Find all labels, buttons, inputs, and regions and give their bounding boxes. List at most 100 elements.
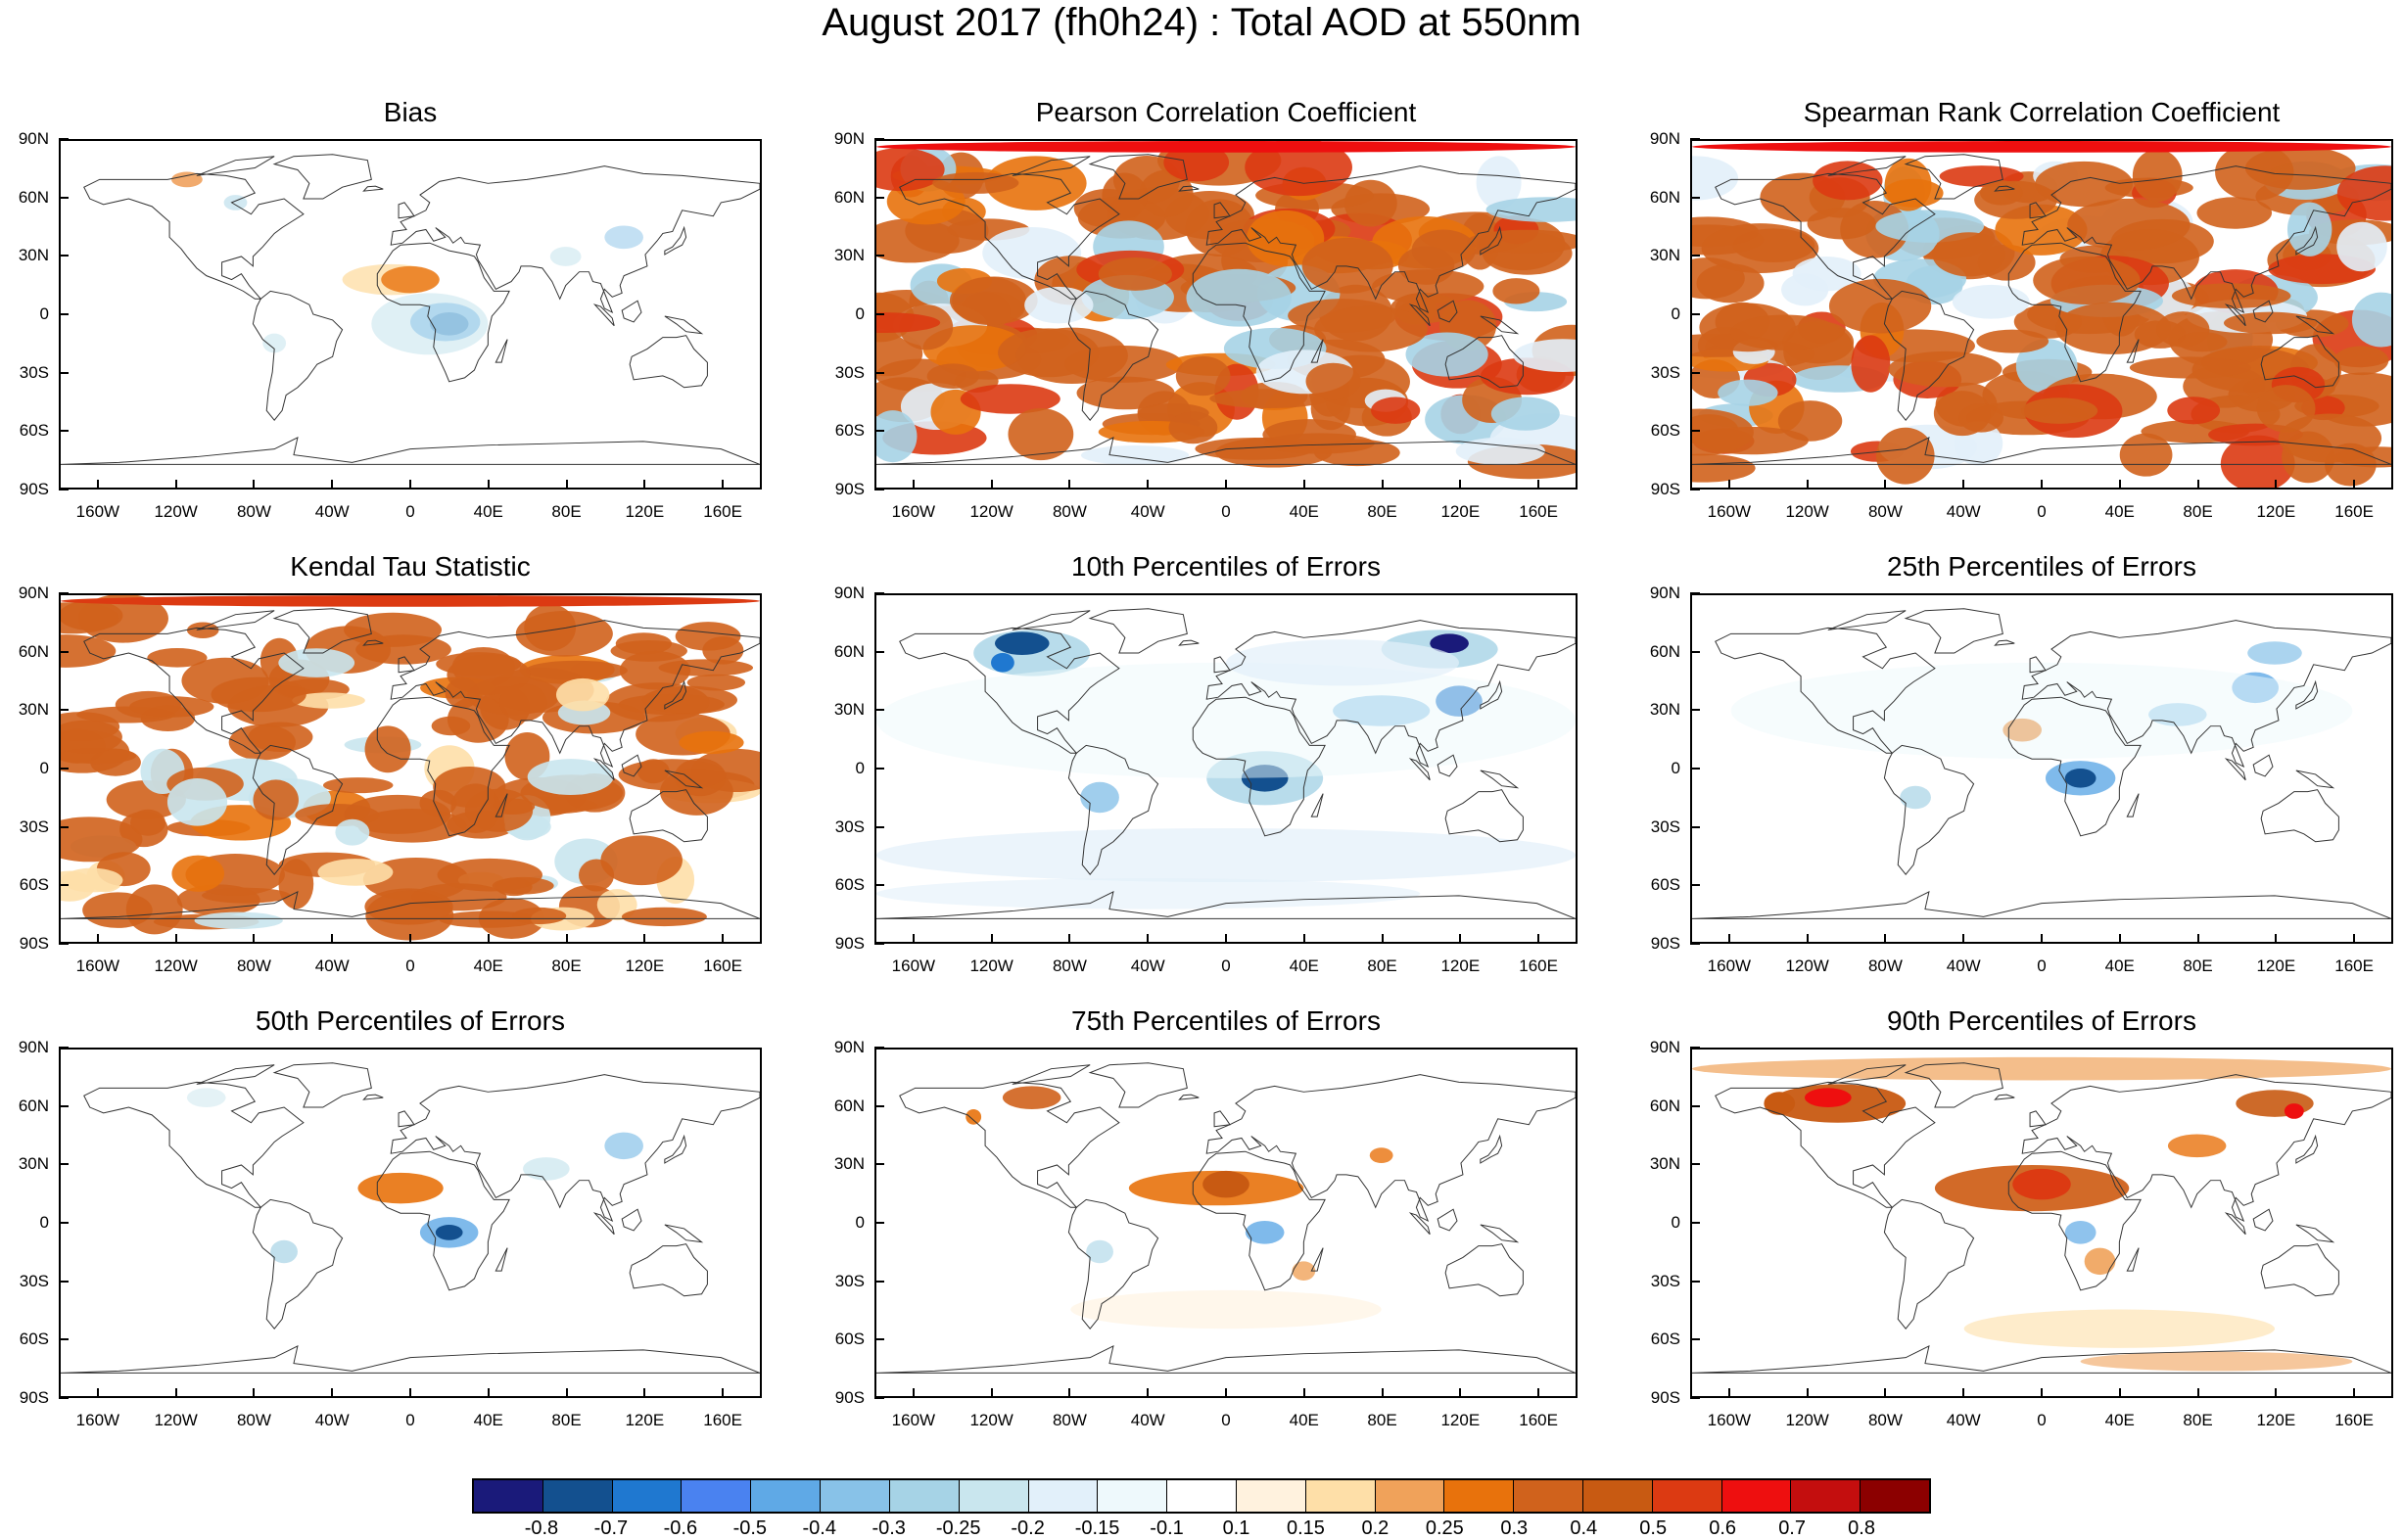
field-patch — [1098, 257, 1172, 291]
lat-tick — [874, 255, 884, 257]
colorbar-swatch — [682, 1480, 752, 1512]
lat-label: 90N — [1649, 1038, 1680, 1056]
field-patch — [2055, 302, 2172, 354]
lon-tick — [1727, 934, 1730, 944]
field-patch — [2167, 1134, 2227, 1158]
colorbar-label: 0.25 — [1425, 1517, 1464, 1539]
coastline — [629, 789, 708, 843]
lon-tick — [487, 480, 490, 490]
field-patch — [604, 225, 644, 250]
field-patch — [2223, 311, 2318, 335]
lon-label: 120E — [1440, 1411, 1481, 1429]
colorbar-swatch — [1236, 1480, 1306, 1512]
lon-tick — [1302, 1388, 1305, 1398]
lon-label: 0 — [1221, 957, 1231, 975]
field-patch — [2284, 1103, 2304, 1119]
coastline — [1444, 789, 1524, 843]
colorbar-label: -0.2 — [1011, 1517, 1045, 1539]
coastline — [1480, 225, 1503, 256]
coastline — [1437, 1208, 1458, 1232]
lon-tick — [1884, 480, 1887, 490]
coastline — [2295, 225, 2319, 256]
coastline — [1883, 744, 1975, 875]
field-patch — [876, 218, 960, 263]
lat-tick — [59, 825, 69, 828]
field-patch — [1245, 141, 1352, 197]
panel-title: 10th Percentiles of Errors — [1071, 551, 1381, 582]
lat-label: 30N — [833, 700, 865, 720]
lon-label: 0 — [405, 957, 415, 975]
lon-label: 80E — [2183, 1411, 2213, 1429]
lat-tick — [1690, 825, 1700, 828]
lon-label: 160E — [1519, 502, 1558, 521]
lon-label: 120W — [1785, 1411, 1829, 1429]
coastline — [398, 202, 415, 219]
lat-label: 60N — [18, 187, 49, 207]
map-panel — [874, 1048, 1578, 1398]
coastline — [252, 744, 344, 875]
lon-tick — [1884, 934, 1887, 944]
lon-label: 80E — [2183, 957, 2213, 975]
coastline — [1994, 1094, 2015, 1100]
lon-label: 160E — [2334, 957, 2374, 975]
field-patch — [600, 835, 683, 886]
colorbar-label: -0.5 — [732, 1517, 768, 1539]
coastline — [1192, 242, 1326, 383]
lat-tick — [1690, 138, 1700, 140]
lon-tick — [2041, 1388, 2043, 1398]
lat-tick — [59, 1163, 69, 1166]
lon-label: 160W — [75, 502, 120, 521]
coastline — [899, 172, 1120, 300]
lon-label: 40E — [2104, 957, 2135, 975]
lat-label: 0 — [855, 304, 865, 323]
lat-tick — [59, 768, 69, 770]
map-field — [876, 141, 1576, 480]
lon-label: 80W — [1052, 957, 1087, 975]
lon-label: 80W — [236, 502, 271, 521]
lon-tick — [990, 1388, 993, 1398]
field-patch — [1202, 1170, 1249, 1198]
field-patch — [1226, 639, 1459, 686]
lat-label: 60N — [833, 187, 865, 207]
coastline — [1692, 436, 2391, 465]
lon-tick — [1459, 1388, 1462, 1398]
lon-label: 0 — [2037, 1411, 2047, 1429]
lat-tick — [874, 825, 884, 828]
field-patch — [555, 677, 610, 712]
coastline — [592, 303, 615, 327]
field-patch — [2119, 433, 2173, 477]
lon-label: 40E — [473, 502, 503, 521]
coastline — [1088, 154, 1188, 200]
colorbar-swatch — [1375, 1480, 1445, 1512]
colorbar-swatch — [1305, 1480, 1376, 1512]
field-patch — [1718, 379, 1778, 406]
map-panel — [59, 1048, 762, 1398]
coastline — [252, 1198, 344, 1330]
lon-tick — [1806, 934, 1809, 944]
field-patch — [1430, 633, 1469, 653]
lon-label: 160W — [891, 502, 936, 521]
lat-tick — [874, 489, 884, 490]
coastline — [2126, 339, 2140, 363]
lon-tick — [1962, 1388, 1965, 1398]
coastline — [2252, 300, 2274, 323]
lat-label: 90S — [1650, 1388, 1680, 1407]
lon-tick — [1147, 934, 1150, 944]
lon-tick — [722, 1388, 725, 1398]
colorbar-swatch — [821, 1480, 890, 1512]
lon-tick — [409, 480, 411, 490]
field-patch — [1371, 269, 1484, 304]
coastline — [2295, 1224, 2335, 1243]
field-patch — [437, 858, 542, 892]
colorbar-swatch — [612, 1480, 683, 1512]
field-patch — [292, 692, 365, 709]
coastline — [2021, 1074, 2391, 1223]
lat-tick — [874, 1222, 884, 1224]
lat-label: 30S — [834, 362, 865, 382]
coastline — [1310, 793, 1324, 817]
field-patch — [1314, 305, 1428, 352]
lon-tick — [2118, 934, 2121, 944]
colorbar-swatch — [1652, 1480, 1722, 1512]
lon-label: 80E — [551, 1411, 582, 1429]
field-patch — [2167, 397, 2221, 425]
